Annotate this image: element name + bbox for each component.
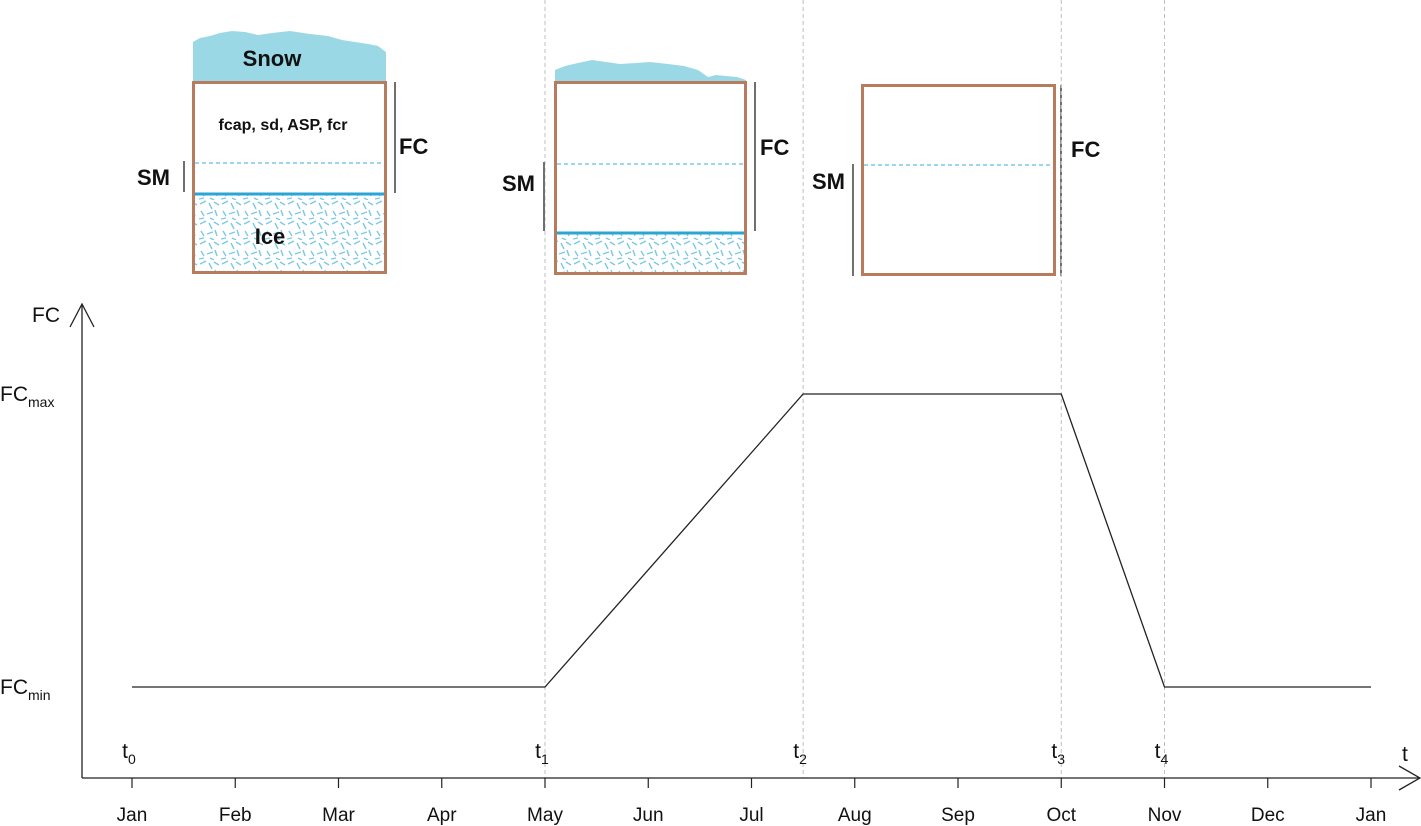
x-axis-arrowhead [1398, 765, 1421, 791]
y-axis-label: FC [32, 304, 60, 327]
diagram-spring: FC SM [502, 60, 789, 275]
snow-layer [193, 31, 386, 82]
x-tick-label: Apr [427, 805, 457, 826]
x-tick-label: Sep [941, 805, 975, 826]
soil-column [192, 81, 387, 274]
time-marker-t1: t1 [535, 740, 549, 767]
x-tick-label: May [527, 805, 563, 826]
x-tick-label: Oct [1046, 805, 1076, 826]
ice-layer [557, 233, 745, 272]
x-axis-label: t [1402, 743, 1408, 766]
x-tick-label: Feb [219, 805, 252, 826]
x-tick-label: Nov [1148, 805, 1182, 826]
soil-column [861, 84, 1056, 276]
y-level-label-min: FCmin [0, 676, 51, 703]
sm-label: SM [137, 165, 170, 190]
fc-series-line [132, 393, 1371, 688]
x-tick-label: Mar [322, 805, 355, 826]
time-marker-t0: t0 [122, 740, 136, 767]
sm-label: SM [812, 169, 845, 194]
x-tick-label: Dec [1251, 805, 1285, 826]
fc-label: FC [1071, 137, 1100, 162]
fc-label: FC [399, 134, 428, 159]
diagram-summer: FC SM [812, 84, 1100, 276]
y-level-label-max: FCmax [0, 383, 54, 410]
parameter-list: fcap, sd, ASP, fcr [219, 117, 348, 134]
snow-label: Snow [243, 46, 303, 71]
fc-label: FC [760, 135, 789, 160]
x-tick-label: Jul [739, 805, 763, 826]
ice-layer [195, 194, 384, 271]
x-tick-label: Jun [633, 805, 664, 826]
time-marker-t4: t4 [1155, 740, 1169, 767]
y-axis-arrowhead [69, 302, 95, 328]
x-tick-label: Aug [838, 805, 872, 826]
ice-label: Ice [255, 224, 286, 249]
time-marker-t2: t2 [793, 740, 807, 767]
x-tick-label: Jan [1356, 805, 1387, 826]
x-tick-label: Jan [117, 805, 148, 826]
soil-column [554, 81, 747, 275]
diagram-winter: Snow fcap, sd, ASP, fcr Ice FC SM [137, 31, 428, 274]
snow-layer [555, 60, 746, 82]
time-marker-t3: t3 [1051, 740, 1065, 767]
sm-label: SM [502, 171, 535, 196]
